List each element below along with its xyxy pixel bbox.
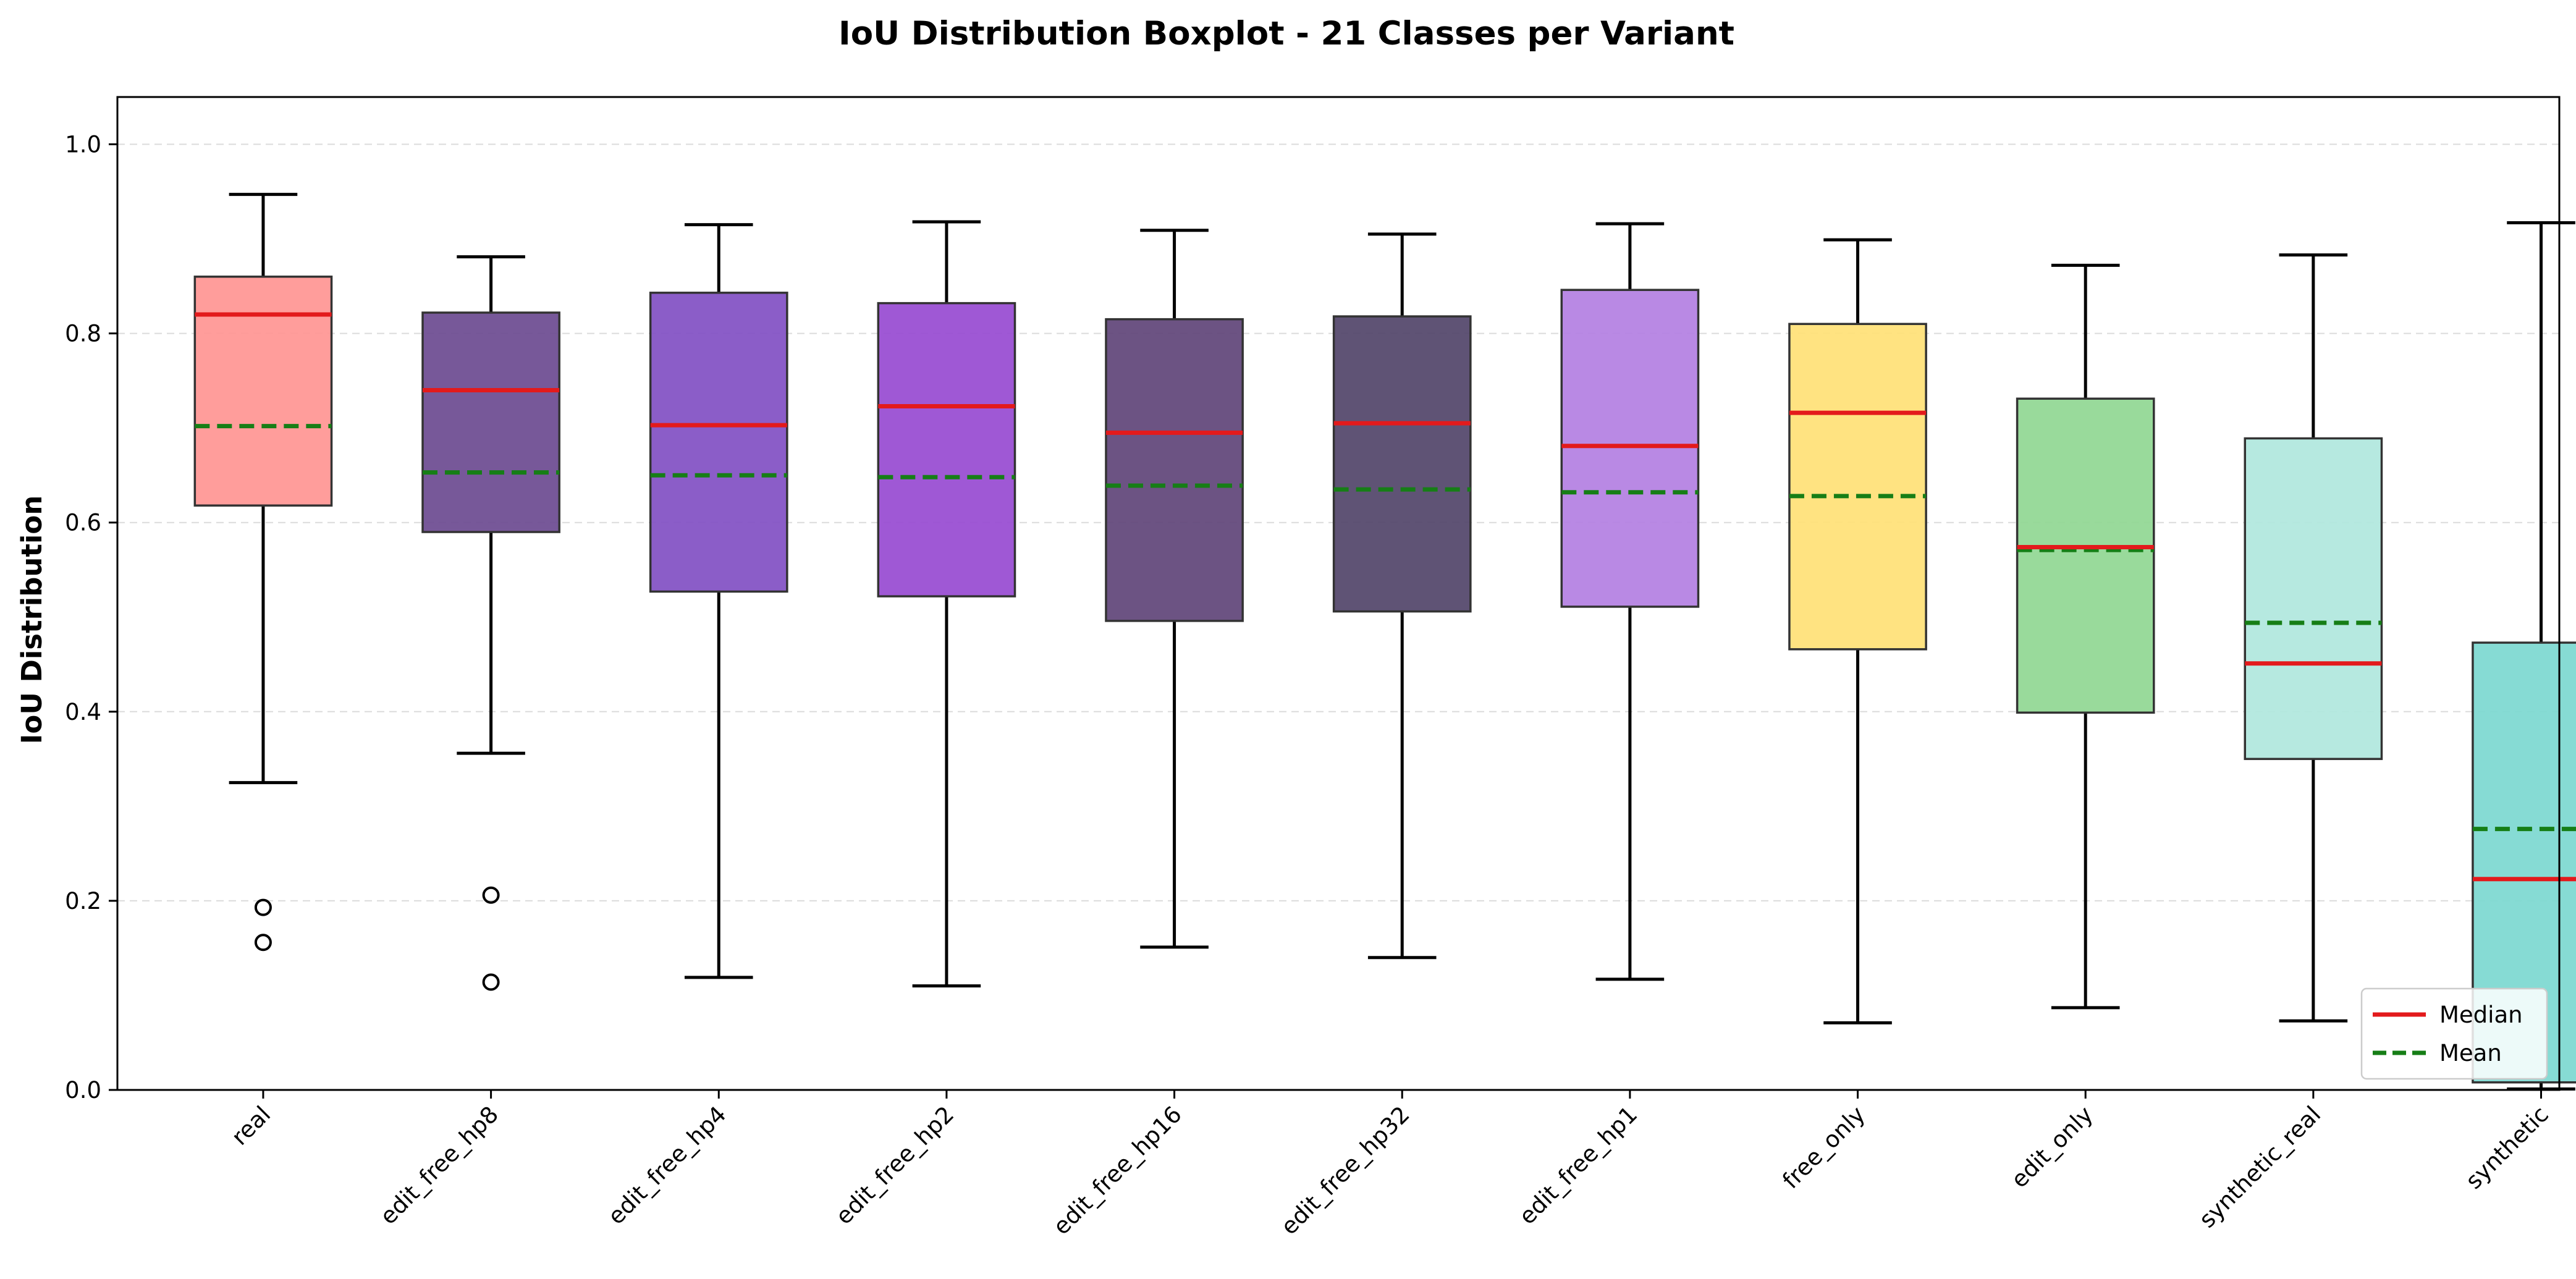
outlier-point (482, 886, 500, 904)
box (1332, 315, 1472, 613)
y-tick-label: 0.8 (65, 321, 101, 347)
box-group-edit_free_hp32 (1332, 232, 1472, 960)
box (2016, 397, 2155, 714)
plot-frame (116, 96, 2561, 1091)
box-group-edit_free_hp4 (649, 223, 788, 979)
legend-label-mean: Mean (2439, 1040, 2502, 1066)
outlier-point (482, 973, 500, 991)
box (421, 311, 560, 533)
box-group-free_only (1788, 238, 1927, 1024)
box (1788, 323, 1927, 651)
outlier-point (254, 898, 272, 916)
chart-title: IoU Distribution Boxplot - 21 Classes pe… (838, 15, 1734, 53)
box (2244, 437, 2383, 761)
boxes (193, 193, 2576, 1091)
box-group-edit_free_hp8 (421, 255, 560, 991)
box (193, 276, 333, 507)
box (1105, 318, 1244, 622)
box (1560, 289, 1700, 608)
box-group-edit_only (2016, 263, 2155, 1010)
y-tick-label: 0.2 (65, 888, 101, 914)
y-axis-label: IoU Distribution (15, 496, 48, 745)
box-group-edit_free_hp16 (1105, 229, 1244, 949)
legend-label-median: Median (2439, 1002, 2523, 1028)
outlier-point (254, 934, 272, 952)
y-tick-label: 0.6 (65, 510, 101, 536)
legend: Median Mean (2360, 987, 2548, 1080)
box-group-edit_free_hp1 (1560, 222, 1700, 981)
box-group-edit_free_hp2 (877, 220, 1016, 988)
box (877, 302, 1016, 597)
y-tick-label: 0.0 (65, 1077, 101, 1104)
box (649, 292, 788, 593)
y-tick-label: 0.4 (65, 699, 101, 725)
legend-box (2360, 987, 2548, 1080)
box-group-real (193, 193, 333, 952)
box-group-synthetic_real (2244, 253, 2383, 1023)
y-tick-label: 1.0 (65, 132, 101, 158)
